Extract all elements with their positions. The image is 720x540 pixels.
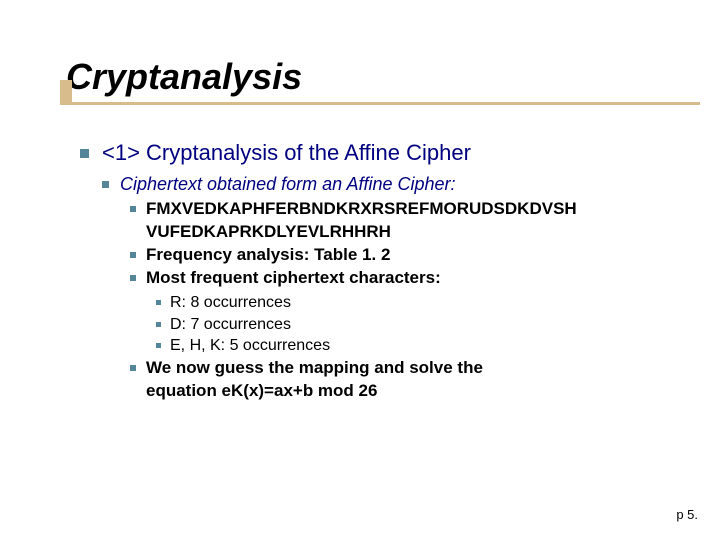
- lvl4-item: E, H, K: 5 occurrences: [156, 335, 700, 357]
- lvl3-text-line2: equation eK(x)=ax+b mod 26: [146, 381, 377, 400]
- lvl2-item: Ciphertext obtained form an Affine Ciphe…: [102, 172, 700, 403]
- slide-title: Cryptanalysis: [66, 56, 680, 98]
- bullet-list-lvl3: FMXVEDKAPHFERBNDKRXRSREFMORUDSDKDVSH VUF…: [130, 198, 700, 402]
- ciphertext-line2: VUFEDKAPRKDLYEVLRHHRH: [146, 222, 391, 241]
- lvl1-text: <1> Cryptanalysis of the Affine Cipher: [102, 140, 471, 165]
- lvl3-item-mostfreq: Most frequent ciphertext characters: R: …: [130, 267, 700, 357]
- bullet-list-lvl4: R: 8 occurrences D: 7 occurrences E, H, …: [156, 292, 700, 357]
- bullet-list-lvl1: <1> Cryptanalysis of the Affine Cipher C…: [80, 140, 700, 403]
- title-block: Cryptanalysis: [60, 56, 680, 105]
- ciphertext-line1: FMXVEDKAPHFERBNDKRXRSREFMORUDSDKDVSH: [146, 199, 577, 218]
- bullet-list-lvl2: Ciphertext obtained form an Affine Ciphe…: [102, 172, 700, 403]
- lvl1-item: <1> Cryptanalysis of the Affine Cipher C…: [80, 140, 700, 403]
- lvl3-item-guess: We now guess the mapping and solve the e…: [130, 357, 700, 403]
- lvl3-text-line1: We now guess the mapping and solve the: [146, 358, 483, 377]
- lvl3-text: Frequency analysis: Table 1. 2: [146, 245, 390, 264]
- title-accent-tick: [60, 80, 72, 104]
- lvl2-text: Ciphertext obtained form an Affine Ciphe…: [120, 174, 456, 194]
- lvl4-text: R: 8 occurrences: [170, 294, 291, 311]
- lvl3-item-frequency: Frequency analysis: Table 1. 2: [130, 244, 700, 267]
- lvl4-item: R: 8 occurrences: [156, 292, 700, 314]
- lvl4-text: D: 7 occurrences: [170, 316, 291, 333]
- page-number: p 5.: [676, 507, 698, 522]
- slide-body: <1> Cryptanalysis of the Affine Cipher C…: [80, 140, 700, 409]
- slide: Cryptanalysis <1> Cryptanalysis of the A…: [0, 0, 720, 540]
- lvl3-item-ciphertext: FMXVEDKAPHFERBNDKRXRSREFMORUDSDKDVSH VUF…: [130, 198, 700, 244]
- title-underline: [60, 102, 700, 105]
- lvl4-item: D: 7 occurrences: [156, 314, 700, 336]
- lvl4-text: E, H, K: 5 occurrences: [170, 337, 330, 354]
- lvl3-text: Most frequent ciphertext characters:: [146, 268, 441, 287]
